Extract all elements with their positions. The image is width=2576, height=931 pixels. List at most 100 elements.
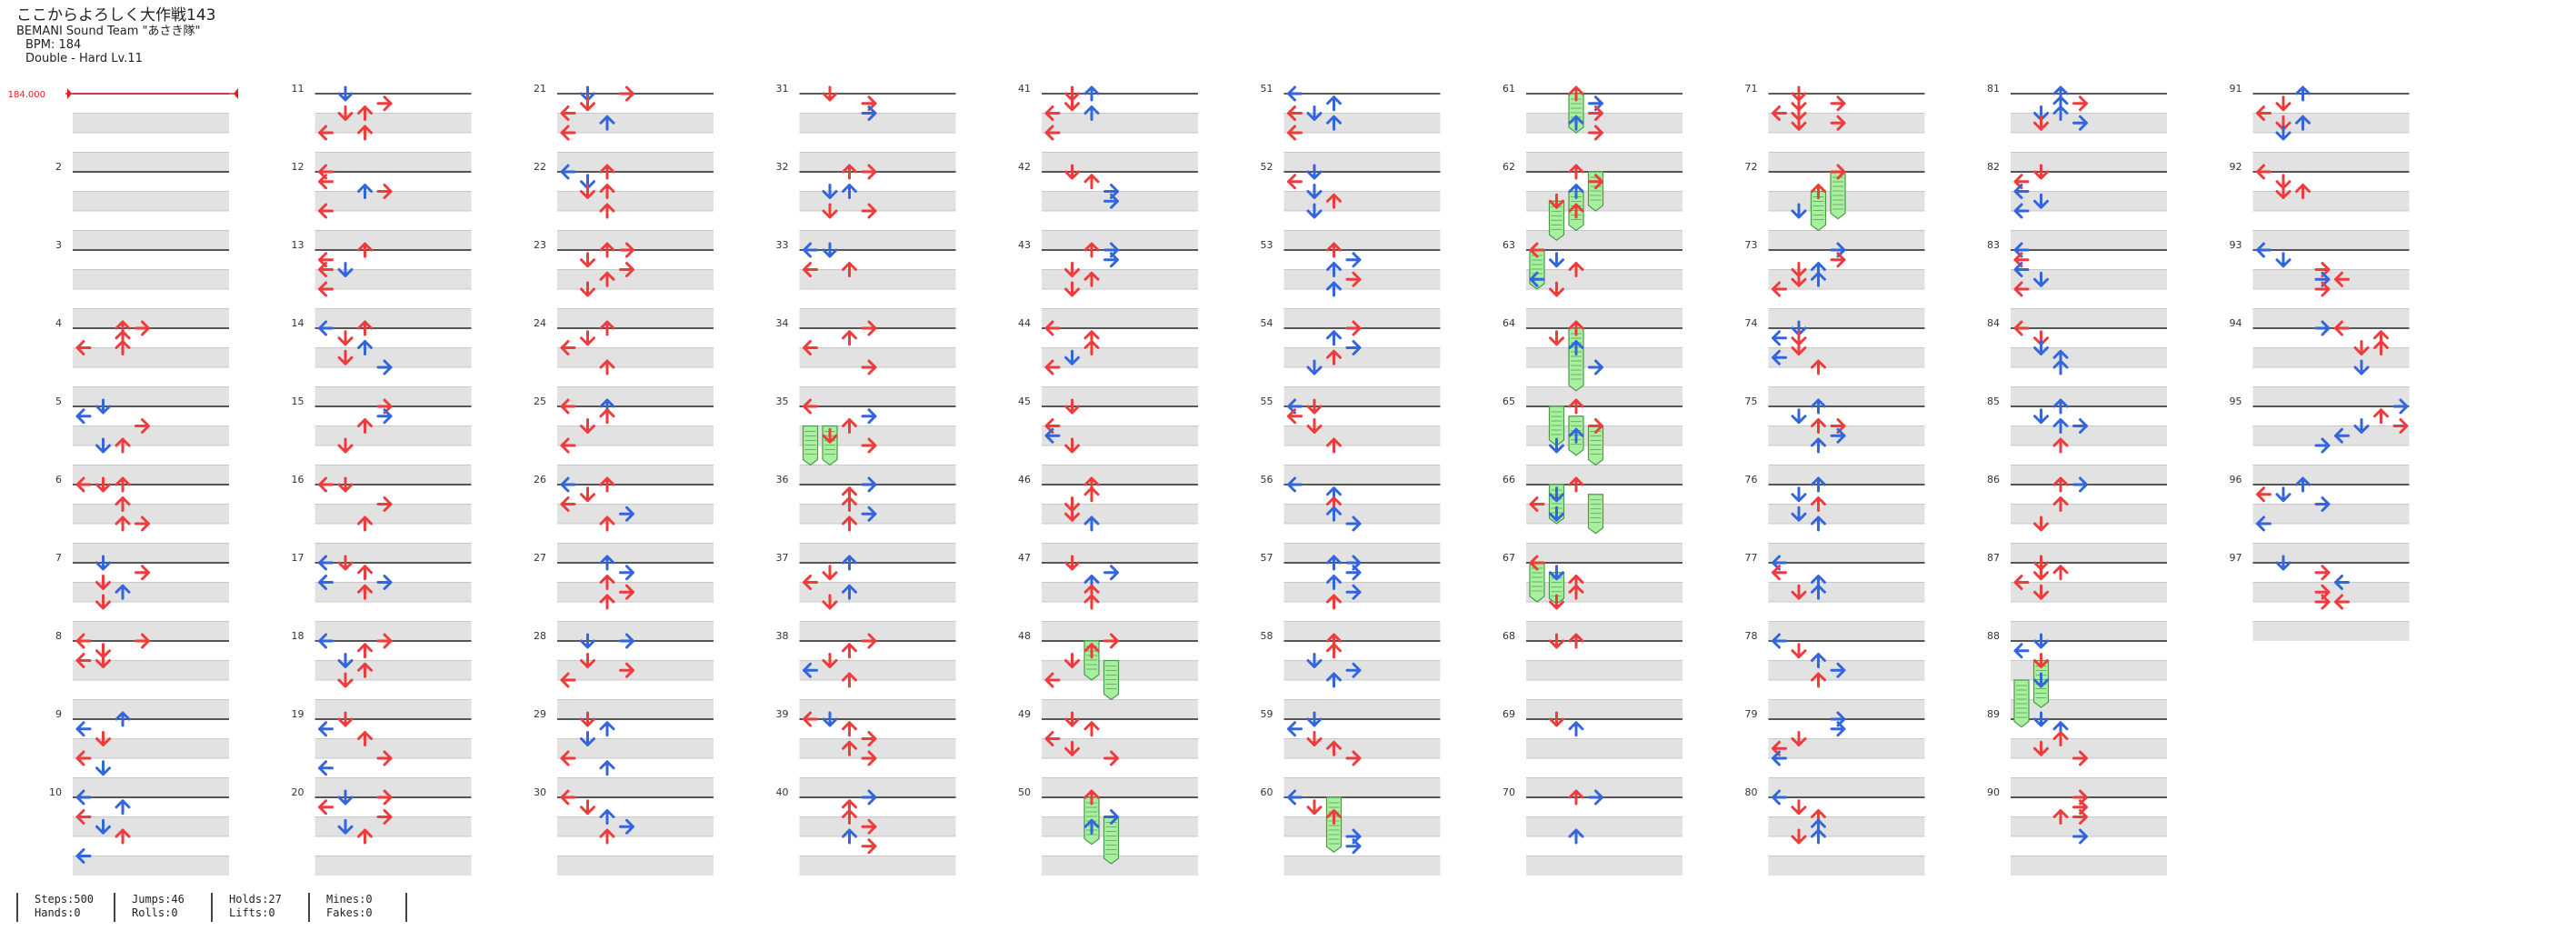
arrow-shape bbox=[1772, 105, 1787, 121]
beat-shade bbox=[1283, 777, 1441, 797]
measure-number: 60 bbox=[1261, 786, 1273, 798]
measure-number: 72 bbox=[1745, 161, 1758, 173]
down-arrow-icon bbox=[1549, 437, 1564, 454]
measure-number: 75 bbox=[1745, 395, 1758, 407]
arrow-shape bbox=[822, 85, 838, 102]
down-arrow-icon bbox=[1791, 584, 1807, 600]
arrow-shape bbox=[357, 105, 373, 121]
arrow-shape bbox=[2052, 359, 2069, 375]
left-arrow-icon bbox=[803, 340, 818, 355]
arrow-shape bbox=[357, 340, 373, 355]
arrow-shape bbox=[2013, 184, 2030, 199]
beat-shade bbox=[1042, 308, 1198, 328]
up-arrow-icon bbox=[1811, 584, 1826, 600]
arrow-shape bbox=[95, 555, 111, 571]
arrow-shape bbox=[357, 662, 373, 678]
up-arrow-icon bbox=[2052, 437, 2069, 454]
beat-shade bbox=[1526, 738, 1682, 758]
arrow-shape bbox=[1345, 565, 1362, 581]
arrow-shape bbox=[599, 184, 615, 199]
arrow-shape bbox=[1083, 85, 1100, 102]
beat-shade bbox=[1768, 347, 1925, 367]
left-arrow-icon bbox=[318, 125, 334, 141]
arrow-shape bbox=[1306, 398, 1323, 415]
down-arrow-icon bbox=[2353, 359, 2370, 375]
up-arrow-icon bbox=[1568, 828, 1584, 845]
arrow-shape bbox=[1568, 633, 1584, 649]
measure: 86 bbox=[1987, 474, 2167, 563]
right-arrow-icon bbox=[1103, 633, 1119, 649]
right-arrow-icon bbox=[619, 662, 634, 678]
arrow-shape bbox=[2033, 672, 2049, 688]
arrow-shape bbox=[1064, 711, 1080, 727]
arrow-shape bbox=[861, 437, 877, 454]
up-arrow-icon bbox=[1083, 818, 1100, 835]
arrow-shape bbox=[75, 789, 92, 806]
arrow-shape bbox=[1306, 711, 1323, 727]
up-arrow-icon bbox=[1811, 653, 1826, 668]
right-arrow-icon bbox=[1345, 584, 1362, 600]
down-arrow-icon bbox=[580, 711, 595, 727]
up-arrow-icon bbox=[1326, 643, 1342, 659]
measure-number: 55 bbox=[1261, 395, 1273, 407]
measure-number: 76 bbox=[1745, 474, 1758, 486]
arrow-shape bbox=[376, 633, 393, 649]
down-arrow-icon bbox=[580, 633, 595, 649]
right-arrow-icon bbox=[376, 184, 393, 199]
left-arrow-icon bbox=[75, 750, 92, 766]
beat-shade bbox=[799, 738, 956, 758]
beat-shade bbox=[1042, 621, 1198, 641]
up-arrow-icon bbox=[1083, 174, 1100, 190]
arrow-shape bbox=[1083, 174, 1100, 190]
measure: 9 bbox=[55, 708, 229, 797]
left-arrow-icon bbox=[75, 408, 92, 425]
measure-number: 64 bbox=[1503, 317, 1515, 329]
down-arrow-icon bbox=[2275, 486, 2291, 503]
up-arrow-icon bbox=[1083, 594, 1100, 610]
arrow-shape bbox=[75, 476, 92, 493]
beat-shade bbox=[1526, 425, 1682, 445]
arrow-shape bbox=[1568, 398, 1584, 415]
measure-number: 40 bbox=[776, 786, 789, 798]
measure: 34 bbox=[776, 317, 956, 406]
left-arrow-icon bbox=[2013, 262, 2030, 277]
measure-number: 79 bbox=[1745, 708, 1758, 720]
beat-shade bbox=[1768, 816, 1925, 836]
measure-number: 23 bbox=[534, 239, 546, 251]
right-arrow-icon bbox=[2072, 476, 2088, 493]
up-arrow-icon bbox=[1326, 281, 1342, 297]
up-arrow-icon bbox=[357, 516, 373, 532]
arrow-shape bbox=[1345, 340, 1362, 355]
arrow-shape bbox=[861, 750, 877, 766]
arrow-shape bbox=[1568, 184, 1584, 199]
stat-group: Steps:500 Hands:0 bbox=[16, 893, 94, 922]
measure-number: 58 bbox=[1261, 630, 1273, 642]
up-arrow-icon bbox=[599, 408, 615, 425]
up-arrow-icon bbox=[1568, 721, 1584, 737]
up-arrow-icon bbox=[115, 496, 131, 512]
arrow-shape bbox=[1326, 437, 1342, 454]
arrow-shape bbox=[861, 203, 877, 219]
arrow-shape bbox=[2314, 320, 2331, 336]
arrow-shape bbox=[1811, 828, 1826, 845]
beat-shade bbox=[1768, 152, 1925, 172]
up-arrow-icon bbox=[2052, 476, 2069, 493]
arrow-shape bbox=[822, 427, 838, 444]
beat-shade bbox=[557, 582, 714, 602]
measure: 83 bbox=[1987, 239, 2167, 328]
beat-shade bbox=[73, 543, 229, 563]
measure-number: 39 bbox=[776, 708, 789, 720]
down-arrow-icon bbox=[822, 653, 838, 668]
arrow-shape bbox=[2072, 809, 2088, 825]
up-arrow-icon bbox=[1568, 789, 1584, 806]
measure-number: 8 bbox=[55, 630, 62, 642]
arrow-shape bbox=[318, 281, 334, 297]
beat-shade bbox=[315, 660, 472, 680]
up-arrow-icon bbox=[2052, 809, 2069, 825]
up-arrow-icon bbox=[357, 565, 373, 581]
right-arrow-icon bbox=[861, 203, 877, 219]
arrow-shape bbox=[822, 594, 838, 610]
measure-number: 47 bbox=[1018, 552, 1031, 564]
stat-jumps-value: 46 bbox=[171, 893, 185, 906]
arrow-shape bbox=[2033, 164, 2049, 180]
